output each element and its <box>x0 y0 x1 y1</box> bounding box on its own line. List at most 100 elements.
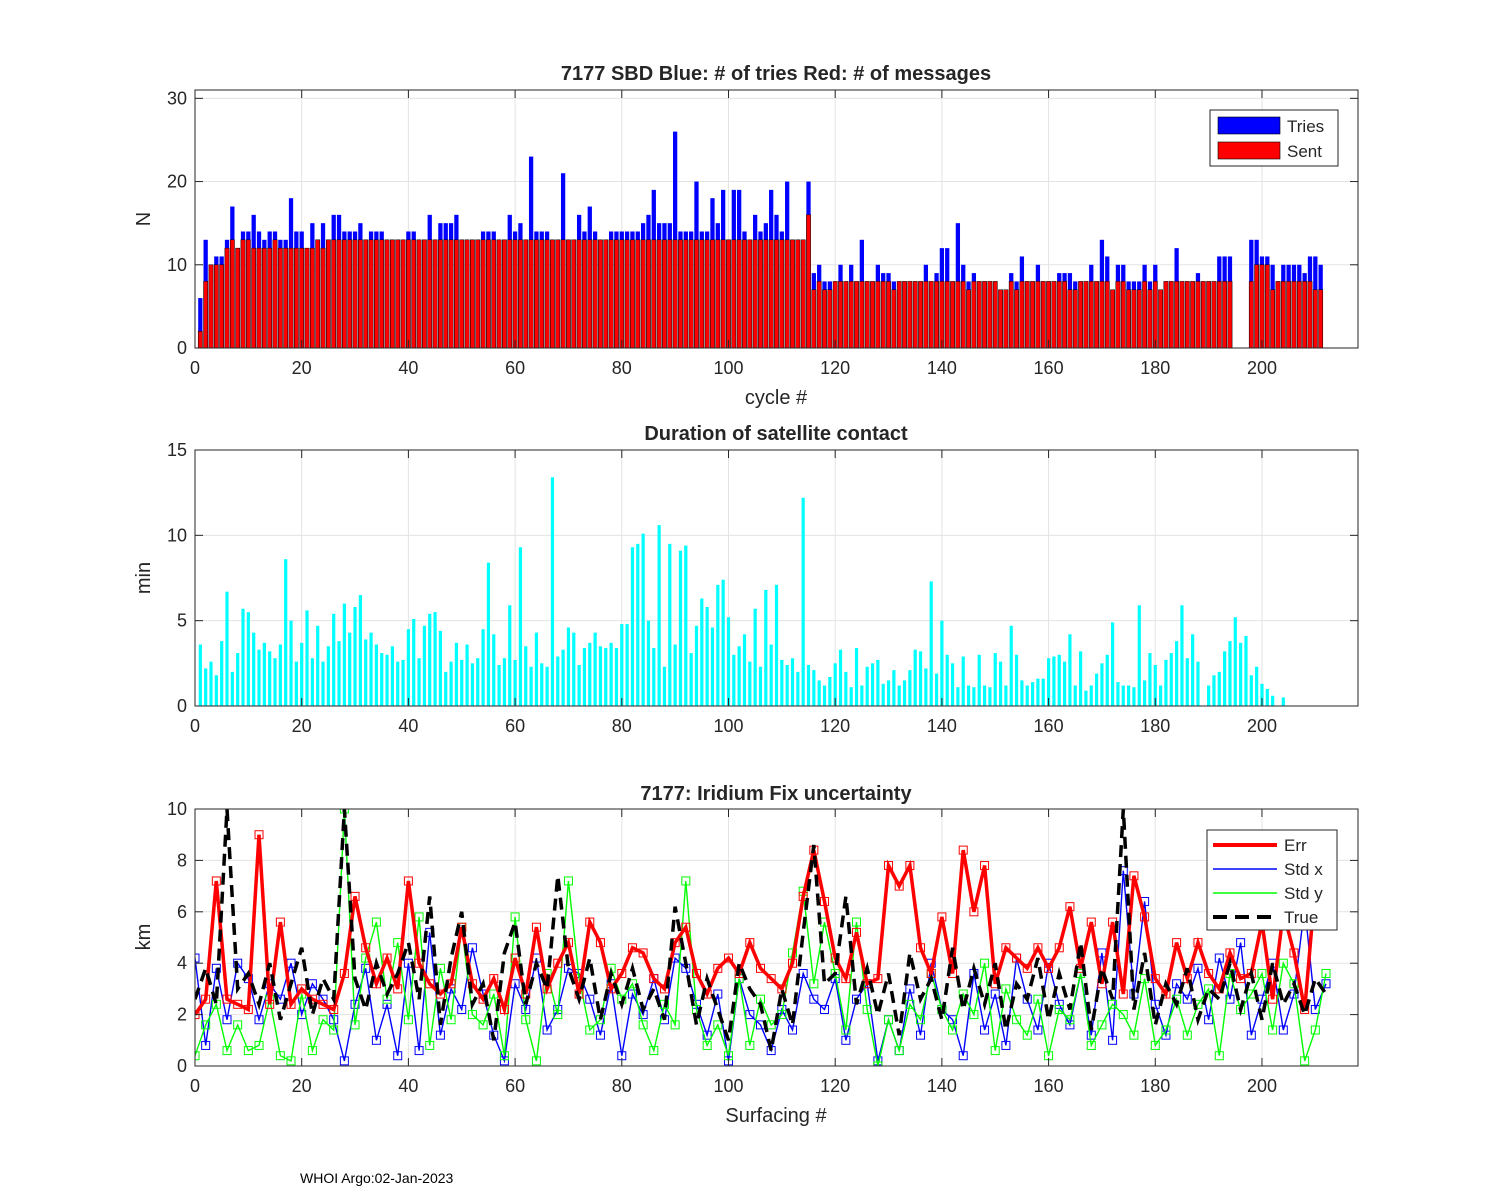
sent-bar <box>646 239 651 349</box>
duration-bar <box>465 644 469 706</box>
series-marker-err <box>489 974 499 984</box>
x-tick-label: 0 <box>190 716 200 736</box>
duration-bar <box>385 654 389 706</box>
series-marker-std-y <box>1086 1040 1096 1050</box>
duration-bar <box>854 647 859 706</box>
sent-bar <box>571 239 577 349</box>
sent-bar <box>779 239 785 349</box>
sent-bar <box>1024 281 1030 349</box>
duration-bar <box>620 624 624 706</box>
sent-bar <box>1307 281 1313 349</box>
series-marker-std-y <box>1012 1015 1022 1025</box>
duration-bar <box>1191 634 1195 706</box>
series-marker-std-y <box>1257 968 1267 978</box>
sent-bar <box>582 239 587 349</box>
series-marker-err <box>425 979 435 989</box>
x-tick-label: 20 <box>292 1076 312 1096</box>
duration-bar <box>1185 658 1189 706</box>
series-marker-err <box>798 891 808 901</box>
sent-bar <box>843 281 849 349</box>
series-marker-std-y <box>329 1025 339 1035</box>
duration-bar <box>673 644 677 706</box>
sent-bar <box>742 239 747 349</box>
series-marker-err <box>1236 974 1246 984</box>
sent-bar <box>630 239 635 349</box>
plot-frame <box>194 449 1359 707</box>
y-tick-label: 0 <box>177 696 187 716</box>
duration-bar <box>865 666 869 706</box>
sent-bar <box>651 239 657 349</box>
series-marker-err <box>233 999 243 1009</box>
series-marker-err <box>531 922 541 932</box>
y-tick-label: 10 <box>167 525 187 545</box>
duration-bar <box>284 559 288 706</box>
sent-bar <box>832 281 838 349</box>
duration-bar <box>214 675 218 706</box>
duration-bar <box>401 659 405 706</box>
series-marker-std-y <box>510 912 520 922</box>
duration-bar <box>433 612 437 706</box>
series-marker-std-x <box>1214 953 1224 963</box>
series-marker-std-x <box>1278 1025 1288 1035</box>
sent-bar <box>235 247 241 349</box>
series-marker-err <box>275 917 285 927</box>
series-marker-std-x <box>990 989 1000 999</box>
sent-bar <box>902 281 907 349</box>
sent-bar <box>379 239 385 349</box>
sent-bar <box>683 239 689 349</box>
x-tick-label: 60 <box>505 358 525 378</box>
sent-bar <box>523 239 529 349</box>
sent-bar <box>566 239 571 349</box>
bar-marks <box>197 131 1324 349</box>
series-marker-err <box>329 1004 339 1014</box>
series-marker-std-x <box>382 999 392 1009</box>
duration-bar <box>358 595 362 706</box>
series-marker-err <box>222 994 232 1004</box>
duration-bar <box>481 629 485 706</box>
series-marker-std-x <box>1054 999 1064 1009</box>
duration-bar <box>1004 685 1008 706</box>
duration-bar <box>1089 685 1093 706</box>
duration-bar <box>374 644 378 706</box>
series-marker-std-y <box>948 1025 958 1035</box>
sent-bar <box>688 239 694 349</box>
sent-bar <box>1115 281 1121 349</box>
sent-bar <box>213 264 219 349</box>
series-marker-std-x <box>499 1056 509 1066</box>
plot-frame <box>194 808 1359 1067</box>
duration-bar <box>1041 678 1045 706</box>
duration-bar <box>534 632 539 706</box>
duration-bar <box>1244 636 1248 706</box>
duration-bar <box>940 620 944 706</box>
series-marker-err <box>766 974 776 984</box>
sent-bar <box>800 239 806 349</box>
duration-bar <box>1265 688 1269 706</box>
duration-bar <box>1057 654 1061 706</box>
duration-bar <box>694 625 699 706</box>
duration-bar <box>790 658 795 706</box>
duration-bar <box>774 584 779 706</box>
series-marker-std-y <box>521 1015 531 1025</box>
duration-bar <box>438 630 443 706</box>
duration-bar <box>1046 658 1051 706</box>
sent-bar <box>283 247 289 349</box>
sent-bar <box>598 239 603 349</box>
series-marker-std-y <box>745 1040 755 1050</box>
sent-bar <box>918 281 923 349</box>
duration-bar <box>641 533 645 706</box>
series-marker-err <box>1065 902 1075 912</box>
sent-bar <box>998 289 1003 349</box>
sent-bar <box>619 239 625 349</box>
x-tick-label: 180 <box>1140 358 1170 378</box>
series-marker-err <box>916 943 926 953</box>
sent-bar <box>811 289 817 349</box>
duration-bar <box>561 649 565 706</box>
series-marker-err <box>211 876 221 886</box>
x-tick-label: 40 <box>398 716 418 736</box>
series-marker-std-y <box>894 1046 904 1056</box>
duration-bar <box>486 562 491 706</box>
duration-bar <box>961 656 965 706</box>
series-marker-std-y <box>905 999 915 1009</box>
duration-bar <box>1255 666 1259 706</box>
series-marker-err <box>1086 917 1096 927</box>
